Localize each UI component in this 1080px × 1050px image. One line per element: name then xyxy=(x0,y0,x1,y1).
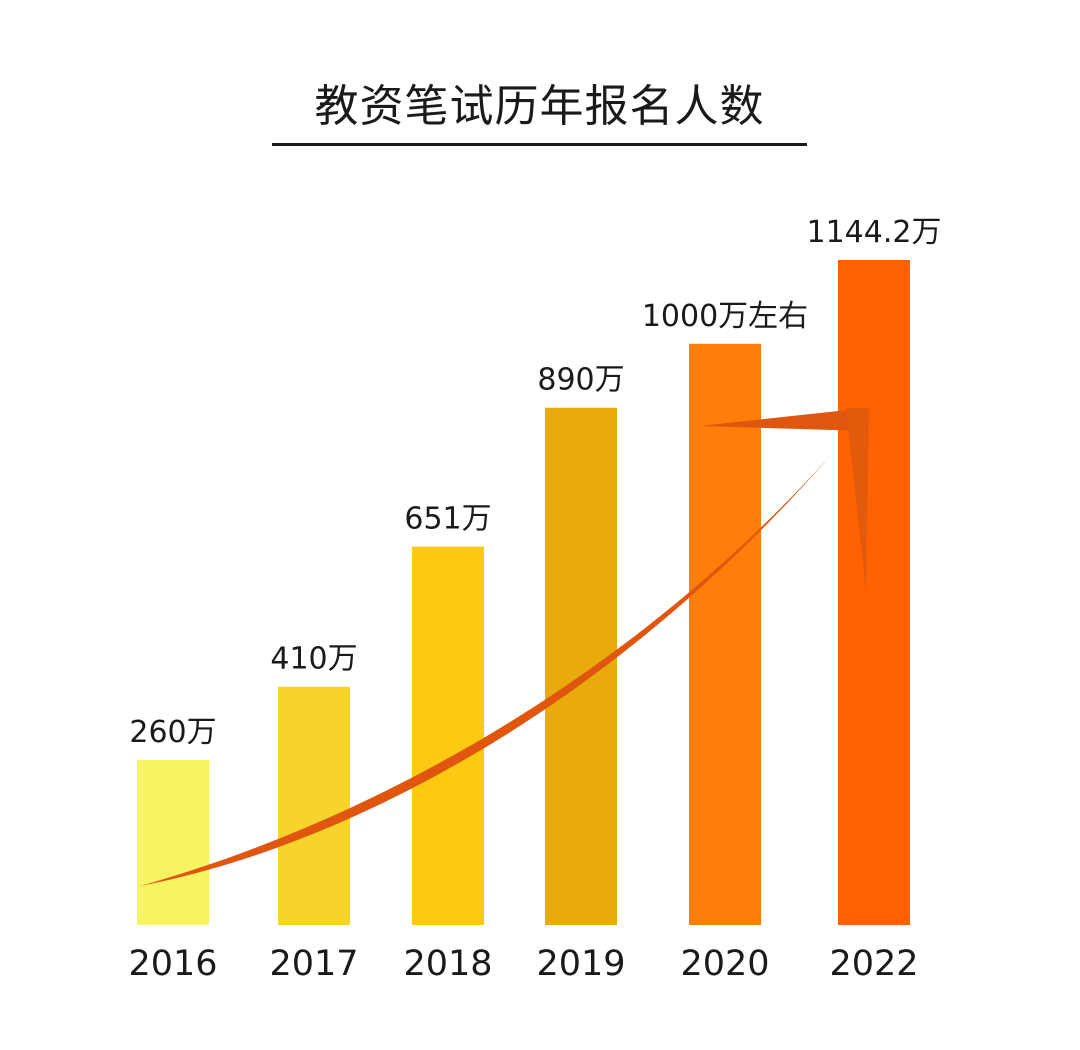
x-tick-label-2017: 2017 xyxy=(269,944,358,984)
data-label-2020: 1000万左右 xyxy=(642,299,808,334)
bar-2017 xyxy=(278,686,350,925)
x-tick-label-2018: 2018 xyxy=(403,944,492,984)
bar-2022 xyxy=(838,260,910,925)
bar-2018 xyxy=(412,546,484,925)
data-label-2018: 651万 xyxy=(404,502,491,537)
x-tick-label-2022: 2022 xyxy=(829,944,918,984)
x-tick-label-2019: 2019 xyxy=(536,944,625,984)
data-label-2016: 260万 xyxy=(129,715,216,750)
data-label-2019: 890万 xyxy=(537,363,624,398)
bar-2016 xyxy=(137,760,209,925)
trend-arrow-icon xyxy=(140,408,869,886)
bar-2019 xyxy=(545,407,617,926)
trend-arrow-head-vertical xyxy=(846,408,869,592)
title-underline xyxy=(272,143,807,146)
x-tick-label-2020: 2020 xyxy=(680,944,769,984)
x-tick-label-2016: 2016 xyxy=(128,944,217,984)
chart-title: 教资笔试历年报名人数 xyxy=(314,81,765,132)
data-label-2017: 410万 xyxy=(270,642,357,677)
bar-2020 xyxy=(689,343,761,926)
data-label-2022: 1144.2万 xyxy=(807,215,942,250)
trend-arrow-head-horizontal xyxy=(700,408,866,431)
